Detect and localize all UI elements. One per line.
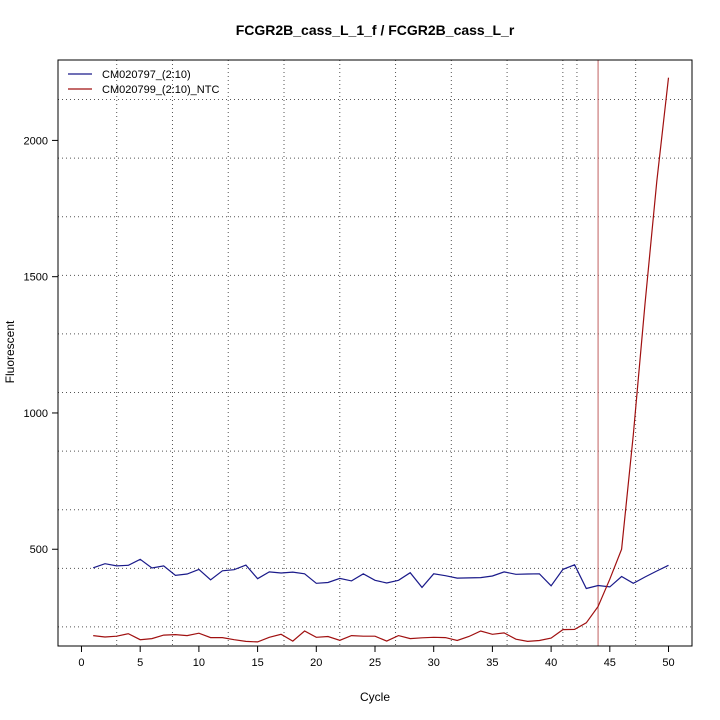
x-tick-label: 25	[369, 657, 381, 669]
legend: CM020797_(2:10) CM020799_(2:10)_NTC	[68, 69, 219, 96]
x-tick-label: 10	[193, 657, 205, 669]
x-axis-label: Cycle	[360, 690, 390, 704]
series-lines	[93, 77, 670, 643]
series-line-2	[93, 77, 670, 643]
x-axis: 0 5 10 15 20 25 30 35 40 45 50	[78, 646, 675, 669]
x-tick-label: 20	[310, 657, 322, 669]
x-tick-label: 5	[137, 657, 143, 669]
series-line-1	[93, 558, 669, 590]
x-tick-label: 50	[662, 657, 674, 669]
y-tick-label: 1500	[24, 272, 48, 284]
y-axis-label: Fluorescent	[3, 320, 17, 383]
x-tick-label: 40	[545, 657, 557, 669]
x-tick-label: 30	[428, 657, 440, 669]
y-tick-label: 500	[30, 544, 48, 556]
y-axis: 500 1000 1500 2000	[24, 135, 58, 556]
x-tick-label: 45	[604, 657, 616, 669]
x-tick-label: 35	[486, 657, 498, 669]
y-tick-label: 1000	[24, 408, 48, 420]
legend-label-1: CM020797_(2:10)	[102, 69, 191, 81]
legend-label-2: CM020799_(2:10)_NTC	[102, 84, 219, 96]
grid-lines	[58, 60, 692, 646]
y-tick-label: 2000	[24, 135, 48, 147]
x-tick-label: 0	[78, 657, 84, 669]
chart-title: FCGR2B_cass_L_1_f / FCGR2B_cass_L_r	[236, 22, 515, 38]
x-tick-label: 15	[251, 657, 263, 669]
